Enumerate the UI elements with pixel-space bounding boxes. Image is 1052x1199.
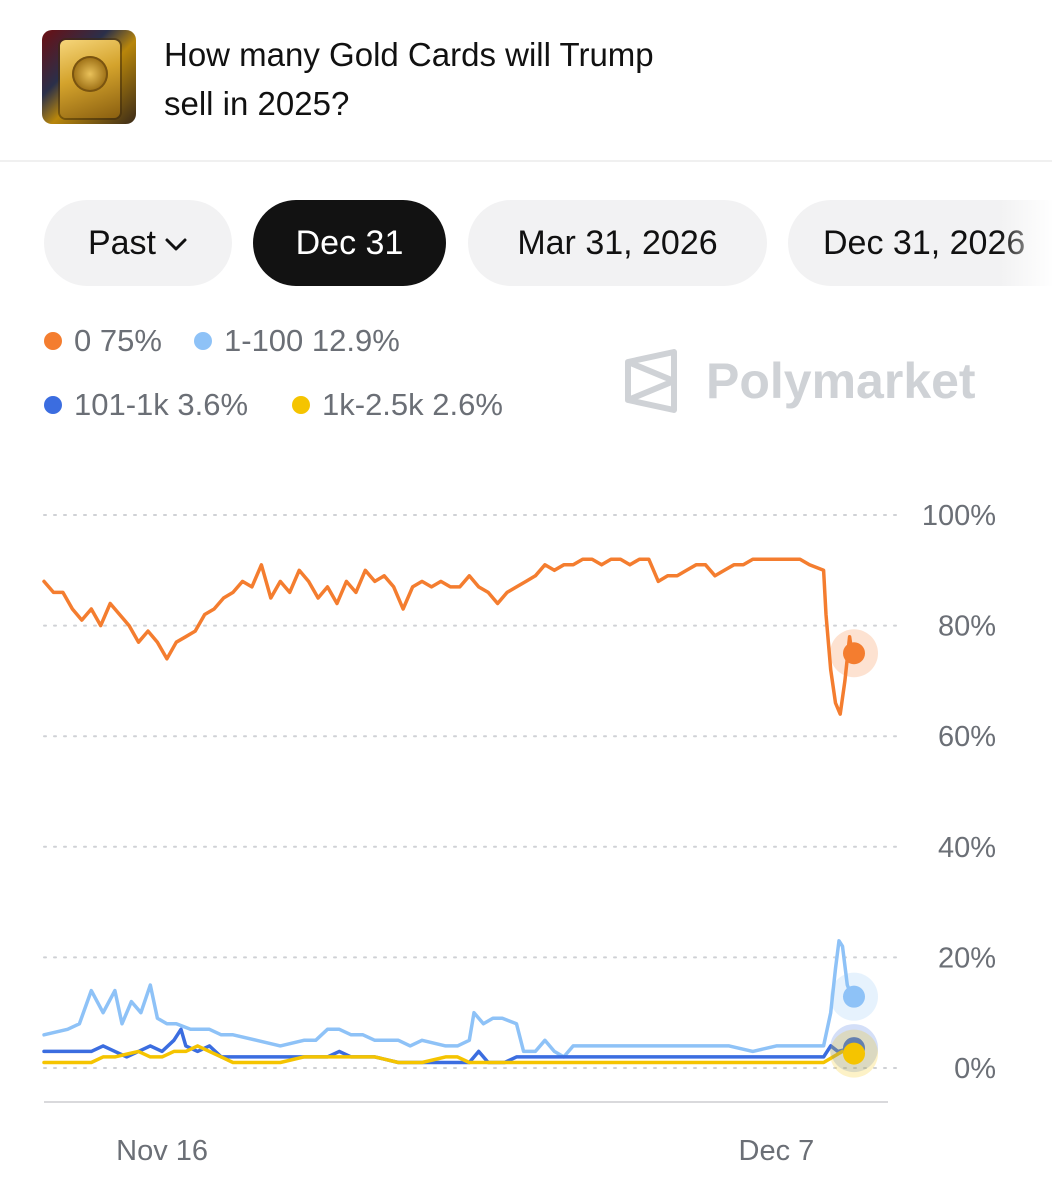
y-axis-ticks: 100% 80% 60% 40% 20% 0% [922, 500, 996, 1085]
y-tick-label: 20% [938, 942, 996, 974]
tab-mar-31-2026[interactable]: Mar 31, 2026 [468, 200, 767, 286]
tab-past[interactable]: Past [44, 200, 232, 286]
x-tick-label: Nov 16 [116, 1135, 208, 1167]
series-line-1-100 [42, 939, 854, 1059]
tab-dec-31[interactable]: Dec 31 [253, 200, 446, 286]
y-tick-label: 100% [922, 500, 996, 532]
legend-name: 101-1k [74, 387, 169, 422]
current-value-dot-1k-2.5k[interactable] [843, 1042, 865, 1065]
y-tick-label: 60% [938, 721, 996, 753]
legend-value: 3.6% [177, 387, 249, 422]
legend-dot-icon [44, 331, 62, 350]
legend-item-1k-2.5k: 1k-2.5k 2.6% [292, 385, 503, 425]
market-title[interactable]: How many Gold Cards will Trump sell in 2… [164, 36, 654, 122]
chart-series [42, 557, 854, 1065]
series-line-0 [42, 557, 854, 716]
current-value-dot-0[interactable] [843, 642, 865, 665]
legend-dot-icon [194, 331, 212, 350]
legend-value: 75% [99, 323, 162, 358]
legend-dot-icon [44, 395, 62, 414]
chart-current-markers [830, 629, 878, 1078]
legend-item-0: 0 75% [44, 321, 162, 361]
x-tick-label: Dec 7 [739, 1135, 815, 1167]
gold-card-thumbnail[interactable] [42, 30, 136, 124]
x-axis-ticks: Nov 16 Dec 7 [116, 1135, 814, 1167]
tabs-fade-overlay [1000, 200, 1052, 286]
y-tick-label: 40% [938, 832, 996, 864]
series-line-1k-2.5k [42, 1044, 854, 1065]
legend-name: 1-100 [224, 323, 304, 358]
legend-name: 1k-2.5k [322, 387, 424, 422]
legend-item-1-100: 1-100 12.9% [194, 321, 400, 361]
tab-past-label: Past [87, 224, 157, 262]
legend-name: 0 [74, 323, 92, 358]
legend-value: 12.9% [311, 323, 400, 358]
y-tick-label: 80% [938, 611, 996, 643]
polymarket-logo-icon [625, 349, 677, 413]
y-tick-label: 0% [954, 1053, 996, 1085]
legend-item-101-1k: 101-1k 3.6% [44, 385, 248, 425]
chart-grid [43, 514, 901, 1069]
watermark-text: Polymarket [706, 353, 976, 409]
market-header: How many Gold Cards will Trump sell in 2… [0, 0, 1052, 162]
legend-value: 2.6% [432, 387, 503, 422]
price-history-chart[interactable]: 100% 80% 60% 40% 20% 0% Nov 16 Dec 7 [0, 470, 1052, 1199]
legend-dot-icon [292, 395, 310, 414]
chevron-down-icon [164, 200, 188, 285]
current-value-dot-1-100[interactable] [843, 985, 865, 1008]
eagle-seal-icon [72, 56, 108, 92]
